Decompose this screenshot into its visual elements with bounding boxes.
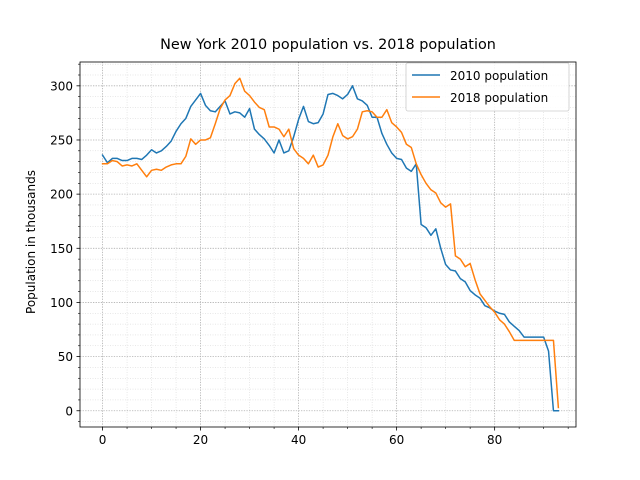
y-tick-label: 250: [50, 133, 73, 147]
y-tick-label: 50: [58, 350, 73, 364]
series-lines: [101, 77, 560, 412]
series-line-2010: [101, 85, 560, 412]
chart-title: New York 2010 population vs. 2018 popula…: [160, 37, 496, 53]
plot-area-frame: [79, 61, 577, 428]
x-tick-label: 80: [487, 433, 502, 447]
legend-label-2010: 2010 population: [450, 69, 548, 83]
series-line-2018: [101, 77, 560, 409]
y-tick-label: 200: [50, 188, 73, 202]
y-tick-label: 300: [50, 79, 73, 93]
x-tick-label: 0: [99, 433, 107, 447]
x-tick-label: 20: [193, 433, 208, 447]
y-tick-label: 0: [65, 404, 73, 418]
axis-ticks: 0 20 40 60 80 0 50 100 150 200 250 300: [50, 63, 569, 447]
x-tick-label: 40: [291, 433, 306, 447]
legend-box: [405, 62, 570, 112]
x-tick-label: 60: [389, 433, 404, 447]
y-tick-label: 100: [50, 296, 73, 310]
y-tick-label: 150: [50, 242, 73, 256]
legend-label-2018: 2018 population: [450, 91, 548, 105]
y-axis-label: Population in thousands: [24, 170, 38, 314]
legend: 2010 population 2018 population: [405, 62, 570, 112]
